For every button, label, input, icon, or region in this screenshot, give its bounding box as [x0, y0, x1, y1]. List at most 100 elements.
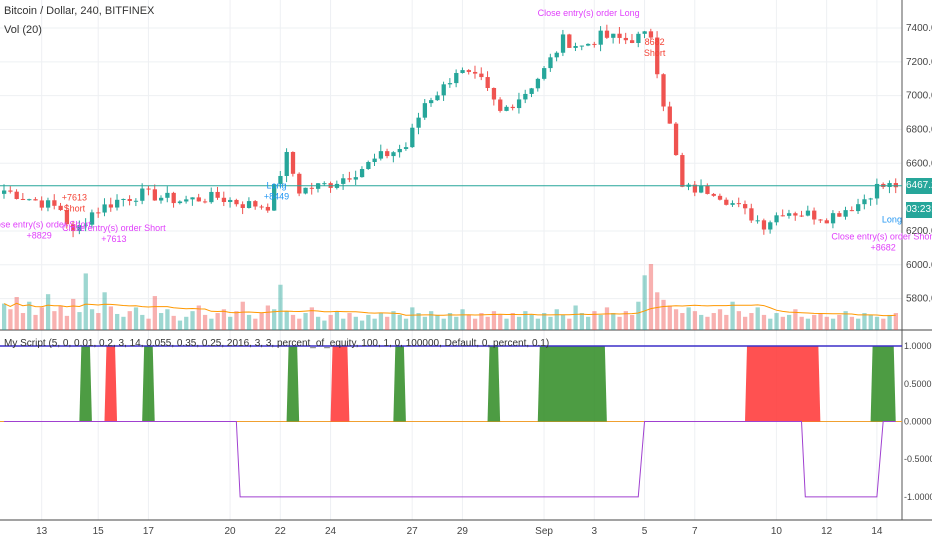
- volume-bar: [881, 318, 886, 330]
- candle-body: [64, 210, 70, 225]
- candle-body: [39, 200, 44, 208]
- volume-bar: [89, 309, 95, 330]
- candle-body: [372, 158, 377, 163]
- candle-body: [498, 99, 503, 111]
- volume-bar: [862, 313, 867, 330]
- candle-body: [736, 203, 742, 205]
- volume-bar: [774, 313, 779, 330]
- volume-bar: [8, 309, 13, 330]
- candle-body: [479, 73, 484, 78]
- volume-bar: [856, 318, 861, 330]
- signal-sublabel: +8449: [264, 192, 289, 202]
- candle-body: [171, 192, 176, 204]
- time-tick-label: 29: [457, 526, 469, 537]
- volume-bar: [743, 316, 748, 330]
- candle-body: [516, 99, 522, 109]
- candle-body: [780, 215, 785, 217]
- position-line: [4, 420, 896, 498]
- candle-body: [786, 213, 792, 216]
- volume-bar: [699, 314, 704, 330]
- volume-bar: [353, 316, 358, 330]
- script-pane: [0, 345, 902, 498]
- volume-bar: [303, 313, 308, 330]
- candle-body: [454, 72, 459, 84]
- volume-bar: [786, 314, 792, 330]
- volume-bar: [240, 301, 245, 330]
- candle-body: [2, 190, 7, 194]
- candle-body: [265, 206, 271, 211]
- candle-body: [629, 40, 635, 44]
- volume-bar: [636, 301, 641, 330]
- symbol-title: Bitcoin / Dollar, 240, BITFINEX: [4, 5, 155, 17]
- candle-body: [793, 213, 798, 216]
- volume-bar: [171, 315, 176, 330]
- candle-body: [410, 127, 415, 148]
- candle-body: [290, 151, 296, 174]
- candle-body: [96, 212, 101, 214]
- volume-bar: [366, 314, 371, 330]
- candle-body: [253, 201, 258, 207]
- candle-body: [755, 220, 760, 222]
- volume-bar: [265, 305, 271, 330]
- candle-body: [705, 185, 710, 194]
- candle-body: [215, 191, 220, 198]
- volume-bar: [96, 313, 101, 330]
- volume-bar: [717, 309, 723, 330]
- candle-body: [586, 43, 591, 46]
- volume-bar: [127, 311, 132, 330]
- volume-bar: [818, 313, 823, 330]
- volume-bar: [108, 306, 114, 330]
- candle-body: [259, 206, 264, 208]
- candle-body: [611, 33, 616, 38]
- time-tick-label: 22: [275, 526, 287, 537]
- candle-body: [165, 192, 170, 198]
- candle-body: [71, 224, 76, 232]
- volume-bar: [20, 313, 26, 330]
- candle-body: [655, 37, 660, 75]
- candle-body: [127, 198, 132, 201]
- long-fill: [487, 346, 501, 422]
- time-tick-label: 15: [93, 526, 105, 537]
- candle-body: [45, 200, 51, 208]
- candle-body: [240, 204, 245, 209]
- candle-body: [366, 162, 371, 169]
- volume-bar: [529, 314, 534, 330]
- volume-bar: [58, 305, 63, 330]
- candle-body: [743, 204, 748, 209]
- volume-bar: [629, 314, 635, 330]
- candle-body: [642, 31, 647, 34]
- candle-body: [133, 200, 139, 202]
- candle-body: [862, 199, 867, 205]
- candle-body: [812, 210, 817, 220]
- volume-bar: [146, 318, 151, 330]
- volume-bar: [648, 264, 654, 330]
- candle-body: [523, 93, 528, 100]
- candle-body: [378, 151, 384, 159]
- volume-bar: [209, 318, 214, 330]
- volume-bar: [284, 311, 289, 330]
- volume-bar: [667, 305, 672, 330]
- time-tick-label: 12: [821, 526, 833, 537]
- candle-body: [818, 219, 823, 221]
- candle-body: [309, 187, 314, 189]
- volume-bar: [711, 313, 716, 330]
- candle-body: [830, 213, 836, 224]
- candle-body: [8, 190, 13, 192]
- volume-bar: [579, 313, 585, 330]
- volume-bar: [378, 313, 384, 330]
- time-tick-label: 20: [225, 526, 237, 537]
- candle-body: [146, 188, 151, 190]
- candle-body: [661, 74, 666, 107]
- signal-label: Close entry(s) order Short: [0, 220, 91, 230]
- volume-bar: [523, 311, 528, 330]
- volume-bar: [14, 297, 19, 330]
- strategy-signal-markers: Close entry(s) order Short+8829+7613Shor…: [0, 8, 932, 252]
- price-tick-label: 6600.0: [906, 158, 932, 169]
- candle-body: [573, 46, 578, 48]
- volume-bar: [52, 311, 57, 330]
- volume-bar: [422, 316, 428, 330]
- candle-body: [604, 30, 610, 38]
- volume-bar: [548, 316, 553, 330]
